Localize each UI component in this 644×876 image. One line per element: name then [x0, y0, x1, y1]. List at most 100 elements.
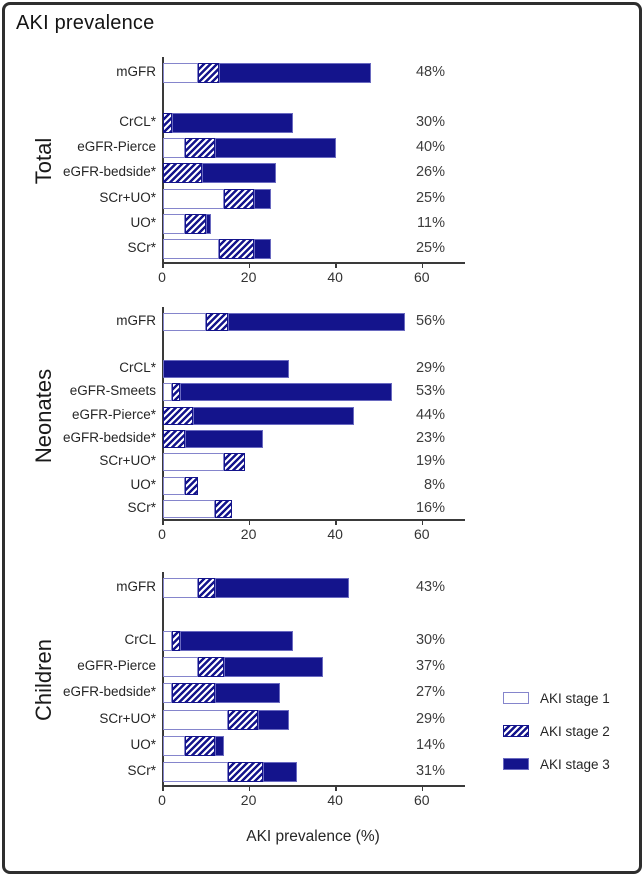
panel-label-children: Children [31, 639, 56, 722]
category-label: mGFR [116, 313, 156, 328]
aki-stage-3-segment [223, 656, 324, 677]
stacked-bar [163, 762, 298, 783]
aki-stage-2-segment [197, 578, 215, 598]
stacked-bar [163, 453, 246, 472]
x-tick-mark [248, 785, 251, 791]
total-percentage-label: 29% [415, 359, 445, 376]
aki-stage-1-segment [163, 453, 224, 472]
aki-stage-2-segment [206, 313, 228, 331]
aki-stage-2-segment [197, 656, 224, 677]
aki-stage-1-segment [163, 138, 185, 159]
stacked-bar [163, 313, 406, 331]
aki-stage-1-segment [163, 383, 172, 402]
total-percentage-label: 19% [415, 453, 445, 470]
stacked-bar [163, 406, 354, 425]
chart-title: AKI prevalence [16, 12, 155, 34]
total-percentage-label: 40% [415, 139, 445, 156]
category-label: SCr+UO* [99, 189, 156, 205]
category-label: SCr+UO* [99, 710, 156, 726]
aki-stage-3-segment [253, 188, 272, 209]
category-label: SCr+UO* [99, 453, 156, 469]
legend-label: AKI stage 3 [540, 756, 610, 772]
aki-stage-2-segment [227, 709, 259, 730]
x-tick-mark [248, 519, 251, 525]
x-tick-mark [162, 262, 164, 268]
aki-stage-3-segment [227, 313, 406, 331]
total-percentage-label: 29% [415, 710, 445, 727]
stacked-bar [163, 709, 289, 730]
x-tick-mark [421, 785, 424, 791]
aki-stage-2-segment [197, 63, 220, 83]
aki-stage-2-segment [163, 163, 202, 184]
stacked-bar [163, 500, 233, 519]
aki-stage-1-segment [163, 762, 228, 783]
aki-stage-2-segment [184, 213, 207, 234]
aki-stage-2-segment [171, 383, 181, 402]
category-label: eGFR-Pierce* [71, 406, 156, 422]
stacked-bar [163, 656, 324, 677]
aki-stage-3-segment [180, 630, 293, 651]
x-tick-label: 60 [414, 792, 430, 808]
aki-stage-3-segment [184, 430, 263, 448]
aki-stage-1-segment [163, 476, 185, 495]
total-percentage-label: 25% [415, 239, 445, 256]
aki-stage-2-segment [223, 453, 246, 472]
aki-stage-3-segment [262, 762, 298, 783]
total-percentage-label: 27% [415, 684, 445, 701]
y-axis-line [162, 307, 164, 519]
stacked-bar [163, 735, 224, 756]
stacked-bar [163, 238, 272, 259]
stacked-bar [163, 430, 263, 448]
y-axis-line [162, 572, 164, 785]
aki-stage-3-segment [214, 578, 350, 598]
stacked-bar [163, 213, 211, 234]
category-label: eGFR-Pierce [77, 139, 156, 155]
stacked-bar [163, 63, 371, 83]
solid-swatch-icon [503, 758, 529, 770]
aki-stage-2-segment [184, 735, 215, 756]
aki-stage-1-segment [163, 683, 172, 704]
category-label: eGFR-Pierce [77, 657, 156, 673]
x-tick-mark [162, 785, 164, 791]
aki-stage-2-segment [184, 476, 198, 495]
x-tick-label: 0 [158, 792, 166, 808]
x-tick-label: 40 [327, 269, 343, 285]
y-axis-line [162, 57, 164, 262]
x-tick-mark [248, 262, 251, 268]
category-label: SCr* [127, 239, 156, 255]
aki-stage-2-segment [171, 630, 181, 651]
category-label: mGFR [116, 579, 156, 594]
x-tick-mark [335, 785, 337, 791]
x-tick-label: 40 [327, 526, 343, 542]
outline-swatch-icon [503, 692, 529, 704]
stacked-bar [163, 359, 289, 378]
aki-stage-3-segment [171, 113, 293, 134]
x-tick-label: 40 [327, 792, 343, 808]
category-label: CrCL [124, 631, 156, 647]
aki-stage-3-segment [258, 709, 289, 730]
total-percentage-label: 30% [415, 631, 445, 648]
x-tick-label: 20 [240, 269, 257, 285]
category-label: UO* [130, 214, 156, 230]
aki-stage-1-segment [163, 500, 215, 519]
x-axis-line [162, 262, 465, 264]
aki-stage-3-segment [214, 735, 224, 756]
aki-stage-1-segment [163, 313, 207, 331]
aki-stage-1-segment [163, 188, 224, 209]
x-tick-mark [162, 519, 164, 525]
legend-item-outline: AKI stage 1 [503, 690, 610, 706]
aki-stage-3-segment [193, 406, 354, 425]
stacked-bar [163, 138, 337, 159]
aki-stage-1-segment [163, 735, 185, 756]
legend-item-hatched: AKI stage 2 [503, 723, 610, 739]
stacked-bar [163, 188, 272, 209]
x-axis-title: AKI prevalence (%) [246, 828, 380, 845]
x-tick-label: 0 [158, 526, 166, 542]
aki-stage-1-segment [163, 709, 228, 730]
aki-stage-1-segment [163, 213, 185, 234]
total-percentage-label: 8% [424, 476, 445, 493]
x-tick-mark [335, 262, 337, 268]
stacked-bar [163, 683, 280, 704]
stacked-bar [163, 163, 276, 184]
